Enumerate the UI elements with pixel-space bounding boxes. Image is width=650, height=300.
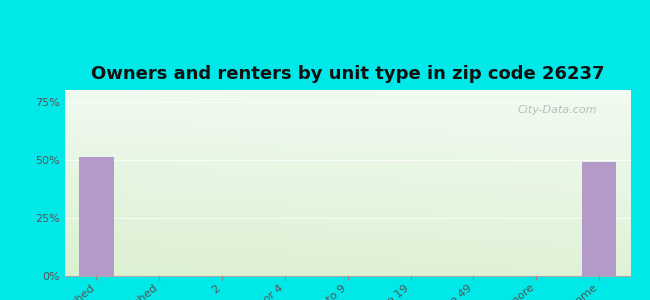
Bar [79,158,114,276]
Text: City-Data.com: City-Data.com [517,105,597,115]
Title: Owners and renters by unit type in zip code 26237: Owners and renters by unit type in zip c… [91,65,604,83]
Bar [582,162,616,276]
